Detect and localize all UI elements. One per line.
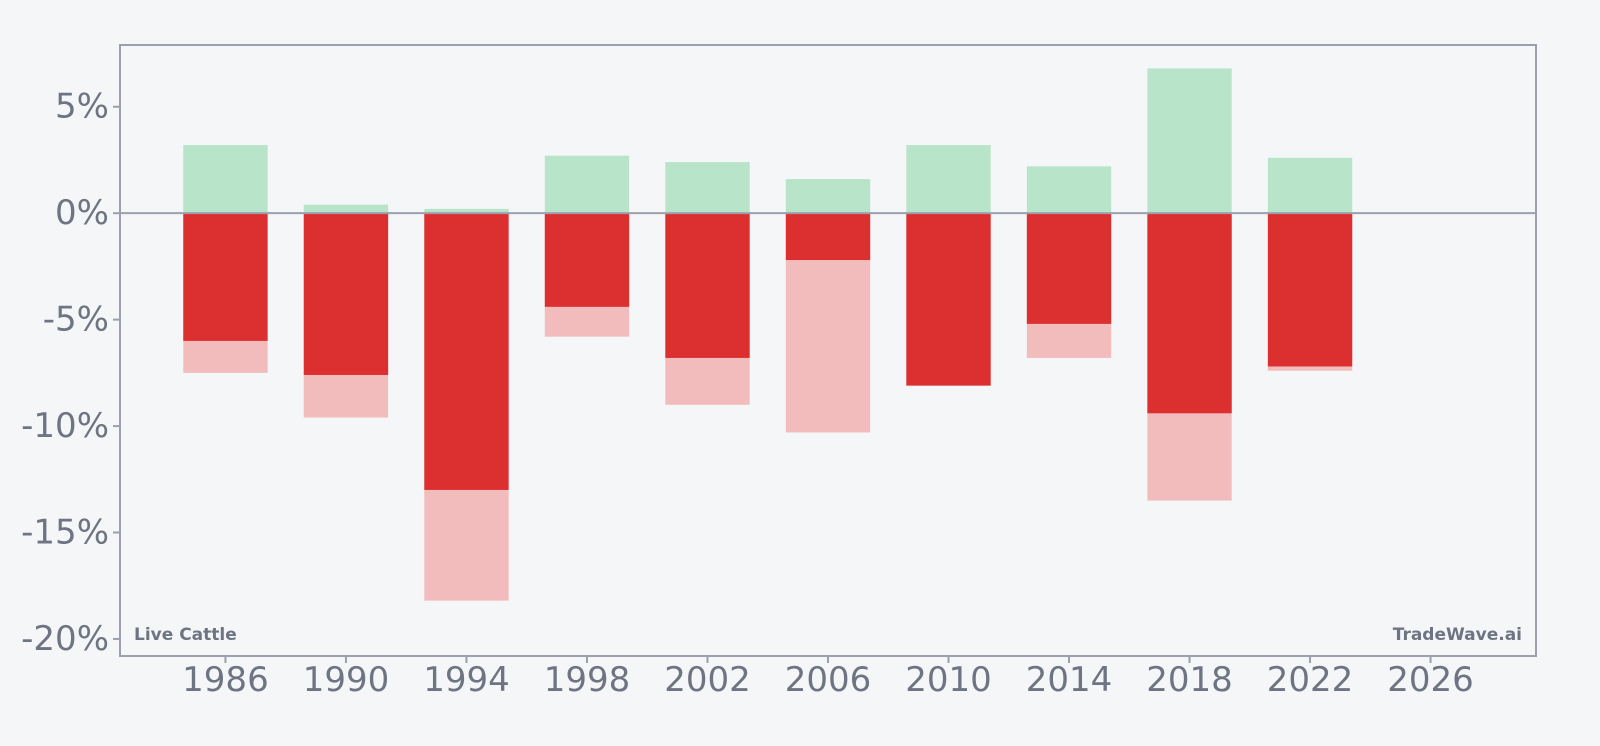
loss-bar (1026, 213, 1112, 324)
loss-bar (1147, 213, 1232, 414)
gain-bar (785, 179, 871, 214)
x-tick-label: 2022 (1267, 660, 1354, 700)
instrument-label: Live Cattle (134, 625, 237, 645)
x-tick-label: 2014 (1026, 660, 1113, 700)
gain-bar (183, 145, 268, 214)
y-tick-label: -20% (21, 619, 109, 659)
x-tick-label: 2002 (664, 660, 751, 700)
gain-bar (424, 208, 509, 214)
x-tick-label: 2026 (1387, 660, 1474, 700)
x-tick-label: 1994 (423, 660, 510, 700)
y-tick-label: 0% (55, 193, 109, 233)
y-tick-label: -5% (43, 300, 109, 340)
loss-bar (1267, 213, 1353, 367)
x-tick-label: 2006 (785, 660, 872, 700)
x-tick-label: 1998 (544, 660, 631, 700)
gain-bar (544, 155, 630, 214)
gain-bar (1267, 157, 1353, 214)
x-tick-label: 2018 (1146, 660, 1233, 700)
loss-bar (785, 213, 871, 261)
gain-bar (1026, 166, 1112, 214)
loss-bar (906, 213, 991, 386)
y-axis: 5% 0% -5% -10% -15% -20% (21, 87, 120, 659)
gain-bar (906, 145, 991, 214)
x-tick-label: 1990 (303, 660, 390, 700)
y-tick-label: 5% (55, 87, 109, 127)
loss-bar (424, 213, 509, 490)
y-tick-label: -10% (21, 406, 109, 446)
loss-bar (544, 213, 630, 307)
bar-group (183, 68, 1353, 601)
brand-watermark: TradeWave.ai (1393, 625, 1522, 645)
gain-bar (665, 162, 750, 214)
gain-bar (303, 204, 389, 214)
y-tick-label: -15% (21, 513, 109, 553)
loss-bar (183, 213, 268, 341)
x-tick-label: 2010 (905, 660, 992, 700)
x-axis: 1986 1990 1994 1998 2002 2006 2010 2014 2018 2022… (182, 656, 1474, 700)
loss-bar (303, 213, 389, 375)
x-tick-label: 1986 (182, 660, 269, 700)
gain-bar (1147, 68, 1232, 214)
loss-bar (665, 213, 750, 358)
